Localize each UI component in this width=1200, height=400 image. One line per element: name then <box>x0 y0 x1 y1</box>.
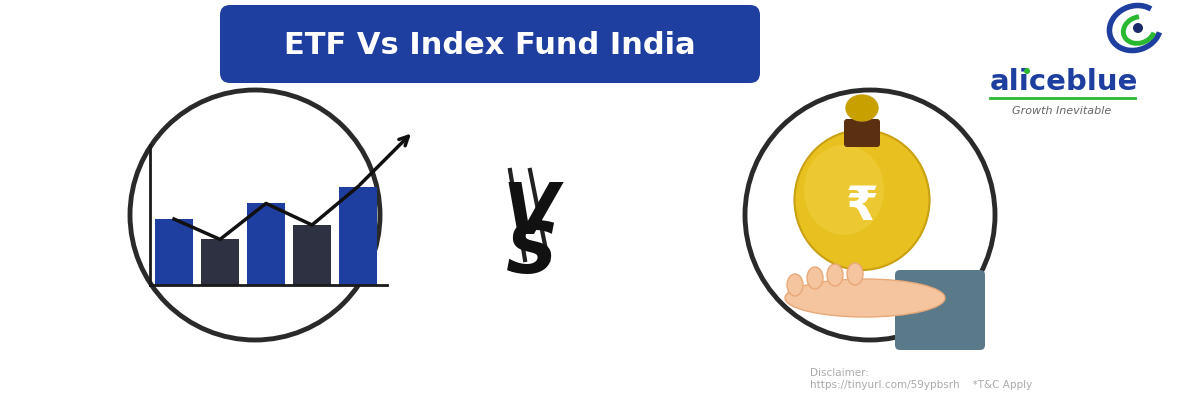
Ellipse shape <box>846 95 878 121</box>
Ellipse shape <box>794 130 930 270</box>
Bar <box>155 219 193 285</box>
Text: S: S <box>506 218 558 288</box>
Ellipse shape <box>785 279 946 317</box>
Circle shape <box>1024 68 1030 74</box>
Ellipse shape <box>847 263 863 285</box>
Ellipse shape <box>808 267 823 289</box>
Circle shape <box>1133 23 1142 33</box>
Text: Growth Inevitable: Growth Inevitable <box>1013 106 1111 116</box>
Ellipse shape <box>804 145 884 235</box>
Bar <box>340 186 377 285</box>
Text: https://tinyurl.com/59ypbsrh    *T&C Apply: https://tinyurl.com/59ypbsrh *T&C Apply <box>810 380 1032 390</box>
Bar <box>247 203 286 285</box>
Text: ₹: ₹ <box>846 186 878 230</box>
Text: ETF Vs Index Fund India: ETF Vs Index Fund India <box>284 32 696 60</box>
Bar <box>202 239 239 285</box>
FancyBboxPatch shape <box>844 119 880 147</box>
Bar <box>293 225 331 285</box>
Text: V: V <box>502 180 558 250</box>
Text: aliceblue: aliceblue <box>990 68 1139 96</box>
Text: Disclaimer:: Disclaimer: <box>810 368 869 378</box>
FancyBboxPatch shape <box>220 5 760 83</box>
Ellipse shape <box>787 274 803 296</box>
FancyBboxPatch shape <box>895 270 985 350</box>
Ellipse shape <box>827 264 842 286</box>
